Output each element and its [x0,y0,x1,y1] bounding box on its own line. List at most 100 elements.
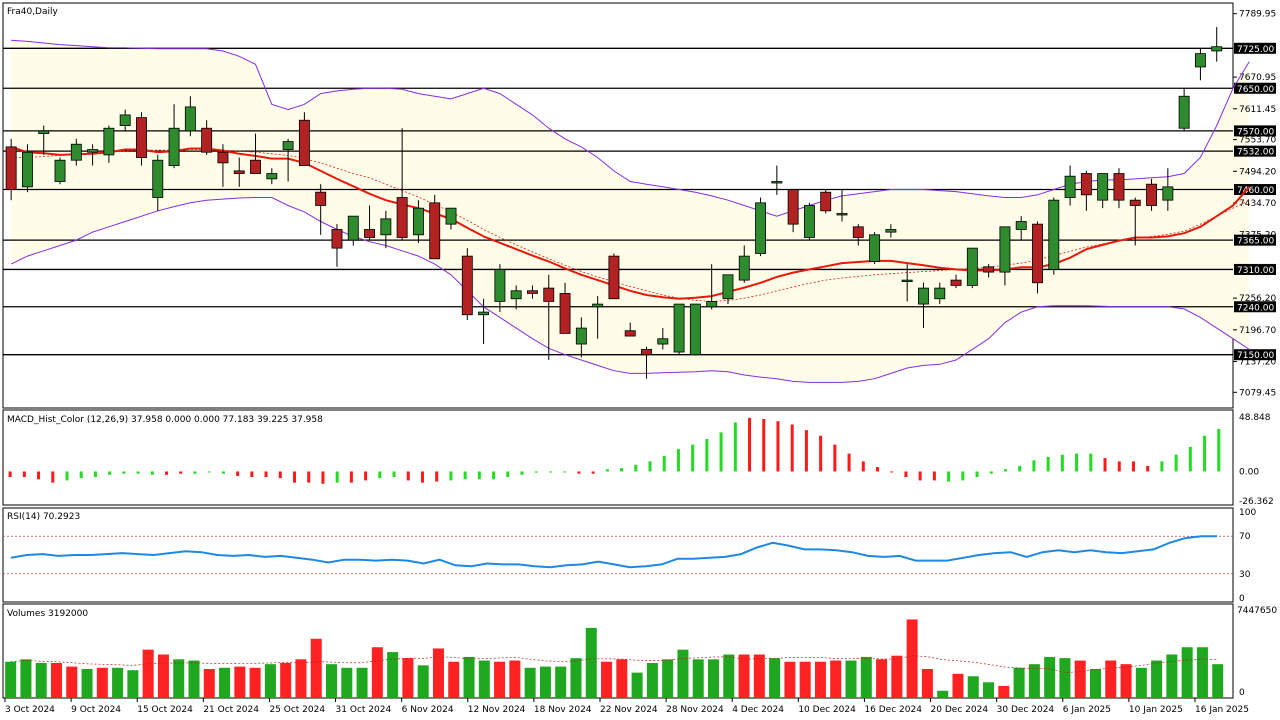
x-tick-label: 21 Oct 2024 [203,705,259,715]
candle[interactable] [282,138,294,182]
candle[interactable] [787,189,799,233]
candle[interactable] [217,144,229,187]
rsi-plot-area[interactable] [2,507,1234,603]
candle[interactable] [738,245,750,283]
macd-bar [520,471,524,475]
candle[interactable] [233,157,245,187]
candle[interactable] [347,215,359,246]
candle[interactable] [918,282,929,329]
candle[interactable] [103,125,115,163]
candle[interactable] [266,168,278,185]
macd-bar [420,471,424,483]
volume-panel[interactable]: 7447650 0 [2,603,1277,699]
candle[interactable] [201,120,213,155]
macd-plot-area[interactable] [2,409,1234,506]
candle[interactable] [168,104,180,169]
candle[interactable] [315,184,327,235]
candle[interactable] [510,285,522,310]
candle[interactable] [54,157,66,185]
candle[interactable] [527,285,538,299]
candle[interactable] [1178,88,1190,131]
candle[interactable] [950,274,962,289]
candle-body [1129,199,1141,206]
candle[interactable] [184,96,196,137]
candle[interactable] [396,128,408,241]
candle[interactable] [152,154,164,211]
price-panel[interactable]: 7725.00 7650.00 7570.00 7532.00 7460.00 7365.… [2,2,1276,409]
candle-body [1097,173,1109,201]
candle[interactable] [689,303,701,356]
candle[interactable] [966,247,978,289]
candle[interactable] [1032,221,1043,294]
y-tick-label: 7256.20 [1239,294,1276,304]
candle[interactable] [820,189,832,214]
candle[interactable] [1194,48,1206,81]
candle[interactable] [706,264,718,310]
macd-panel[interactable]: 48.848 0.00 -26.362 [2,409,1274,507]
candle[interactable] [885,224,897,238]
candle[interactable] [445,207,457,230]
candle[interactable] [901,264,913,302]
candle[interactable] [575,317,587,358]
candle[interactable] [771,165,783,195]
candle[interactable] [641,346,652,379]
candle[interactable] [429,194,441,260]
candle[interactable] [331,224,343,267]
macd-bar [1117,461,1121,472]
candle[interactable] [5,138,17,201]
macd-bar [705,439,709,472]
candle[interactable] [673,303,685,355]
candle[interactable] [934,282,946,305]
candle[interactable] [494,264,506,313]
candle[interactable] [1162,168,1174,211]
volume-tick-label: 7447650 [1237,606,1277,616]
candle[interactable] [1129,197,1141,246]
rsi-panel[interactable]: 100 70 30 0 [2,507,1256,604]
candle[interactable] [1211,26,1223,62]
candle[interactable] [1113,168,1125,209]
candle[interactable] [1048,197,1060,275]
candle[interactable] [624,322,636,337]
candle[interactable] [608,253,620,300]
candle[interactable] [1015,216,1027,241]
candle[interactable] [836,189,848,222]
candle[interactable] [21,144,33,193]
candle[interactable] [1080,170,1092,211]
candle[interactable] [478,298,490,345]
candle[interactable] [852,224,864,246]
candle[interactable] [38,125,50,155]
candle[interactable] [592,296,604,339]
candle[interactable] [999,226,1011,286]
candle[interactable] [461,248,473,321]
candle[interactable] [87,144,99,166]
candle[interactable] [543,274,555,361]
candle[interactable] [1146,178,1157,211]
candle[interactable] [755,197,766,257]
candle[interactable] [803,202,815,241]
candle-body [1194,53,1206,68]
candle[interactable] [869,232,881,265]
candle[interactable] [983,264,995,278]
candle[interactable] [722,274,734,305]
candle-body [380,218,392,236]
candle[interactable] [1064,165,1076,206]
macd-bar [1060,454,1064,472]
candle[interactable] [250,133,261,174]
candle[interactable] [657,328,669,350]
candle[interactable] [412,200,424,243]
candle[interactable] [364,205,376,241]
volume-bar [876,659,888,698]
candle[interactable] [119,109,131,131]
x-tick-label: 4 Dec 2024 [732,705,784,715]
candle-body [934,287,946,300]
candle[interactable] [380,210,392,249]
volume-bar [998,685,1010,698]
candle[interactable] [298,112,310,166]
candle[interactable] [559,282,571,334]
candle[interactable] [70,138,82,166]
chart-title: Fra40,Daily [7,7,58,17]
candle[interactable] [1097,173,1109,209]
macd-bar [335,471,339,483]
candle[interactable] [136,112,147,166]
